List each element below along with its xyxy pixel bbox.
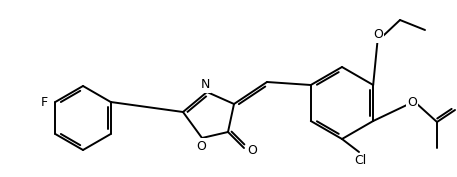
Text: Cl: Cl [354,155,366,167]
Text: O: O [196,139,206,153]
Text: N: N [200,79,210,92]
Text: F: F [41,96,48,109]
Text: O: O [407,96,417,110]
Text: O: O [373,28,383,41]
Text: O: O [247,144,257,156]
